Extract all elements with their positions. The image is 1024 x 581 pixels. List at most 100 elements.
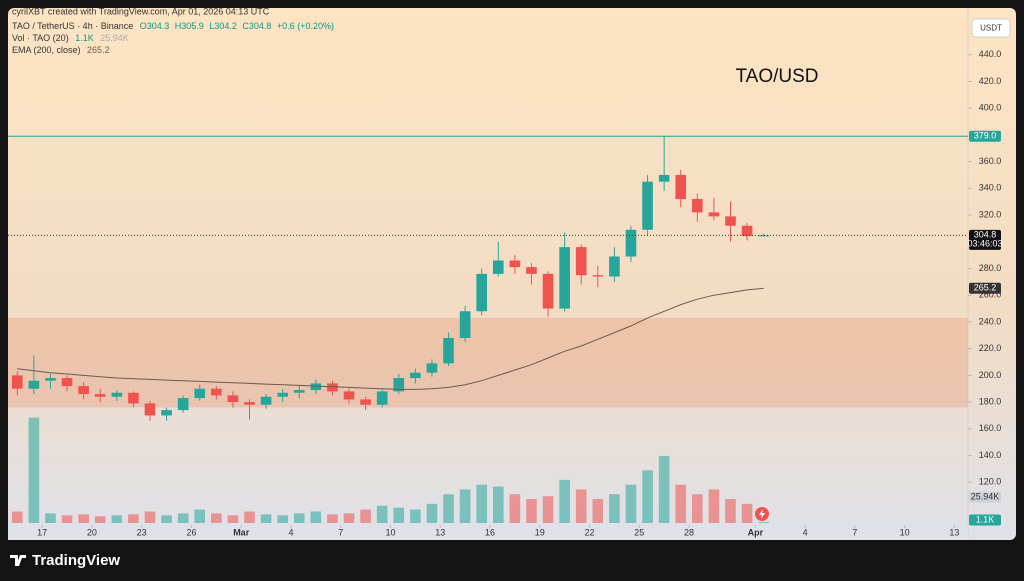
ema-label: 265.2 [974, 283, 997, 293]
currency: USDT [980, 24, 1002, 33]
volume-bar [758, 521, 769, 523]
candle-body [559, 247, 570, 309]
candle-body [293, 390, 305, 393]
volume-bar [94, 516, 106, 523]
y-tick-label: 360.0 [979, 156, 1002, 166]
volume-bar [310, 511, 322, 523]
volume-bar [376, 505, 388, 523]
x-tick-label: 13 [949, 527, 959, 537]
y-tick-label: 340.0 [979, 183, 1002, 193]
header: cyrilXBT created with TradingView.com, A… [12, 6, 270, 16]
candle-body [177, 398, 189, 411]
last-price-label: 304.8 [974, 230, 997, 240]
x-tick-label: 13 [435, 527, 445, 537]
resistance-box [969, 130, 1001, 142]
candle-body [227, 395, 239, 403]
volume-bar [559, 479, 570, 523]
volume-bar [260, 514, 272, 523]
y-tick-label: 440.0 [979, 49, 1002, 59]
candle-body [459, 311, 471, 338]
candle-body [741, 225, 753, 237]
volume-bar [575, 489, 587, 523]
volume-bar [194, 509, 206, 523]
vol-last-box [969, 514, 1001, 526]
x-tick-label: Mar [233, 527, 250, 537]
last-price-countdown: 03:46:03 [967, 239, 1002, 249]
volume-bar [28, 417, 40, 523]
vol-ma-label: 25.94K [971, 492, 1000, 502]
ema-line [17, 287, 764, 390]
volume-bar [426, 503, 438, 523]
vol-ma: 25.94K [100, 33, 129, 43]
volume-bar [692, 494, 703, 523]
y-tick-label: 400.0 [979, 103, 1002, 113]
chart-background [8, 8, 1016, 540]
candle-body [327, 383, 338, 392]
x-tick-label: 23 [137, 527, 147, 537]
volume-bar [177, 513, 189, 523]
currency-button[interactable] [971, 18, 1011, 38]
vol-name: Vol · TAO (20) [12, 33, 69, 43]
candle-body [526, 267, 537, 274]
ohlc: L304.2 [209, 21, 237, 31]
candle-body [592, 275, 604, 277]
volume-bar [161, 515, 172, 523]
volume-bar [277, 515, 288, 523]
candle-body [111, 392, 123, 397]
zone [8, 317, 968, 408]
change: +0.6 (+0.20%) [277, 21, 334, 31]
x-tick-label: 28 [684, 527, 694, 537]
ema-value: 265.2 [87, 45, 110, 55]
volume-bar [459, 489, 471, 523]
candle-body [642, 181, 653, 230]
candle-body [509, 260, 521, 268]
candle-body [625, 229, 637, 257]
resistance-label: 379.0 [974, 131, 997, 141]
candle-body [609, 256, 620, 277]
vol-ma-box [969, 491, 1001, 503]
volume-bar [410, 509, 421, 523]
volume-bar [343, 513, 355, 523]
x-tick-label: 4 [288, 527, 293, 537]
candle-body [244, 402, 255, 405]
candle-body [376, 391, 388, 405]
volume-bar [211, 513, 222, 523]
candle-body [575, 247, 587, 276]
legend-volume: Vol · TAO (20) 1.1K 25.94K [12, 33, 129, 43]
y-tick-label: 160.0 [979, 423, 1002, 433]
x-tick-label: 17 [37, 527, 47, 537]
candle-body [94, 394, 106, 397]
candle-body [492, 260, 504, 274]
volume-bar [227, 515, 239, 523]
candle-body [310, 383, 322, 391]
y-tick-label: 220.0 [979, 343, 1002, 353]
volume-bar [625, 484, 637, 523]
volume-bar [327, 514, 338, 523]
y-tick-label: 320.0 [979, 209, 1002, 219]
candle-body [78, 386, 89, 395]
volume-bar [509, 494, 521, 523]
volume-bar [393, 507, 405, 523]
x-tick-label: 16 [485, 527, 495, 537]
candle-body [658, 174, 670, 182]
candle-body [758, 235, 769, 237]
candle-body [277, 392, 288, 397]
volume-bar [443, 494, 454, 523]
ohlc: O304.3 [140, 21, 170, 31]
y-tick-label: 140.0 [979, 450, 1002, 460]
candle-body [211, 388, 222, 396]
candle-body [343, 391, 355, 400]
candle-body [725, 216, 736, 226]
candle-body [393, 378, 405, 392]
volume-bar [658, 455, 670, 523]
candle-body [45, 378, 56, 381]
volume-bar [476, 484, 488, 523]
y-tick-label: 120.0 [979, 477, 1002, 487]
x-tick-label: 7 [338, 527, 343, 537]
candle-body [11, 375, 23, 389]
x-tick-label: 22 [585, 527, 595, 537]
volume-bar [526, 499, 537, 523]
vol-last-label: 1.1K [976, 514, 995, 524]
x-tick-label: 19 [535, 527, 545, 537]
